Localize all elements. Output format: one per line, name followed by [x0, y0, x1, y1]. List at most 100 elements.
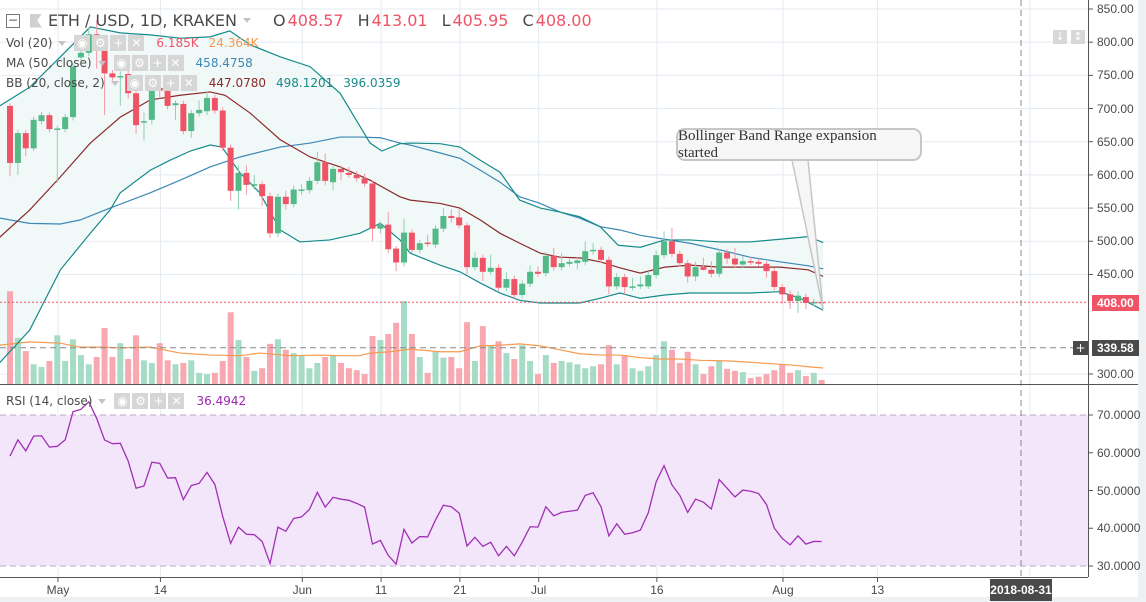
candle-body — [267, 196, 274, 234]
volume-bar — [818, 379, 825, 384]
ma-eye-icon[interactable]: ◉ — [113, 55, 130, 71]
rsi-tick-label: 50.0000 — [1097, 483, 1141, 498]
candle-body — [471, 257, 478, 268]
rsi-plus-icon[interactable]: + — [150, 393, 167, 409]
volume-bar — [574, 364, 581, 384]
volume-bar — [219, 360, 226, 384]
candle-body — [716, 252, 723, 274]
candle-body — [77, 52, 84, 58]
volume-bar — [188, 360, 195, 384]
bb-label[interactable]: BB (20, close, 2) — [6, 76, 105, 90]
rsi-tick-label: 60.0000 — [1097, 445, 1141, 460]
bb-upper-line — [0, 26, 824, 248]
vol-gear-icon[interactable]: ⚙ — [92, 35, 109, 51]
vol-eye-icon[interactable]: ◉ — [74, 35, 91, 51]
volume-bar — [180, 362, 187, 384]
volume-bar — [582, 368, 589, 384]
volume-bar — [810, 372, 817, 384]
time-tick-label: 16 — [650, 583, 664, 597]
volume-bar — [424, 372, 431, 384]
rsi-chevron-down-icon[interactable] — [98, 398, 107, 404]
volume-bar — [125, 359, 132, 384]
volume-bar — [46, 360, 53, 384]
rsi-eye-icon[interactable]: ◉ — [114, 393, 131, 409]
symbol-chevron-down-icon[interactable] — [242, 18, 251, 23]
price-tick-label: 450.00 — [1097, 267, 1134, 282]
bb-close-icon[interactable]: ✕ — [180, 75, 197, 91]
bb-eye-icon[interactable]: ◉ — [126, 75, 143, 91]
price-pane[interactable] — [0, 20, 1088, 384]
ma-gear-icon[interactable]: ⚙ — [131, 55, 148, 71]
volume-bar — [70, 339, 77, 384]
candle-body — [692, 267, 699, 277]
volume-bar — [558, 360, 565, 384]
volume-bar — [668, 349, 675, 384]
candle-body — [219, 110, 226, 148]
candle-body — [306, 180, 313, 191]
volume-bar — [479, 326, 486, 384]
volume-bar — [235, 339, 242, 384]
volume-bar — [590, 366, 597, 384]
candle-body — [503, 279, 510, 288]
vol-label[interactable]: Vol (20) — [6, 36, 53, 50]
candle-body — [70, 66, 77, 118]
volume-bar — [716, 360, 723, 384]
volume-bar — [109, 357, 116, 384]
bb-gear-icon[interactable]: ⚙ — [144, 75, 161, 91]
candle-body — [211, 97, 218, 111]
bb-chevron-down-icon[interactable] — [110, 80, 119, 86]
volume-bar — [416, 357, 423, 384]
flag-icon[interactable] — [30, 13, 42, 28]
price-tick-label: 850.00 — [1097, 2, 1134, 16]
ma-plus-icon[interactable]: + — [149, 55, 166, 71]
candle-body — [802, 297, 809, 303]
rsi-gear-icon[interactable]: ⚙ — [132, 393, 149, 409]
scroll-down-icon[interactable]: ↓ — [1053, 30, 1067, 44]
time-tick-label: 21 — [453, 583, 467, 597]
vol-legend: Vol (20) ◉ ⚙ + ✕ 6.185K 24.364K — [6, 34, 259, 52]
rsi-legend: RSI (14, close) ◉ ⚙ + ✕ 36.4942 — [6, 392, 246, 410]
volume-bar — [519, 345, 526, 384]
vol-close-icon[interactable]: ✕ — [128, 35, 145, 51]
symbol-title[interactable]: ETH / USD, 1D, KRAKEN — [48, 11, 237, 30]
volume-bar — [337, 362, 344, 384]
candle-body — [731, 258, 738, 265]
last-price-badge: 408.00 — [1092, 295, 1139, 311]
volume-bar — [448, 357, 455, 384]
volume-bar — [755, 376, 762, 384]
price-tick-label: 650.00 — [1097, 134, 1134, 149]
candle-body — [534, 271, 541, 274]
candle-body — [353, 174, 360, 179]
candle-body — [243, 172, 250, 185]
candle-body — [574, 260, 581, 264]
ma-chevron-down-icon[interactable] — [97, 60, 106, 66]
candle-body — [456, 217, 463, 226]
annotation-callout[interactable]: Bollinger Band Range expansion started — [676, 128, 922, 161]
candle-body — [416, 243, 423, 250]
rsi-close-icon[interactable]: ✕ — [168, 393, 185, 409]
rsi-tick-label: 30.0000 — [1097, 559, 1141, 573]
volume-bar — [613, 364, 620, 384]
rsi-pane[interactable] — [0, 400, 1088, 567]
rsi-label[interactable]: RSI (14, close) — [6, 394, 93, 408]
volume-bar — [629, 368, 636, 384]
candle-body — [30, 119, 37, 149]
volume-bar — [101, 328, 108, 384]
volume-bar — [133, 335, 140, 384]
crosshair-plus-button[interactable]: + — [1073, 341, 1088, 355]
time-tick-label: 13 — [870, 583, 885, 597]
ma-close-icon[interactable]: ✕ — [167, 55, 184, 71]
volume-bar — [85, 364, 92, 384]
candle-body — [62, 117, 69, 130]
scale-fit-icon[interactable]: ↕ — [1071, 30, 1085, 44]
candle-body — [377, 224, 384, 229]
volume-bar — [22, 351, 29, 384]
collapse-icon[interactable]: − — [6, 12, 20, 28]
vol-plus-icon[interactable]: + — [110, 35, 127, 51]
ma-label[interactable]: MA (50, close) — [6, 56, 92, 70]
vol-chevron-down-icon[interactable] — [58, 40, 67, 46]
candle-body — [448, 216, 455, 219]
candle-body — [148, 87, 155, 120]
bb-plus-icon[interactable]: + — [162, 75, 179, 91]
